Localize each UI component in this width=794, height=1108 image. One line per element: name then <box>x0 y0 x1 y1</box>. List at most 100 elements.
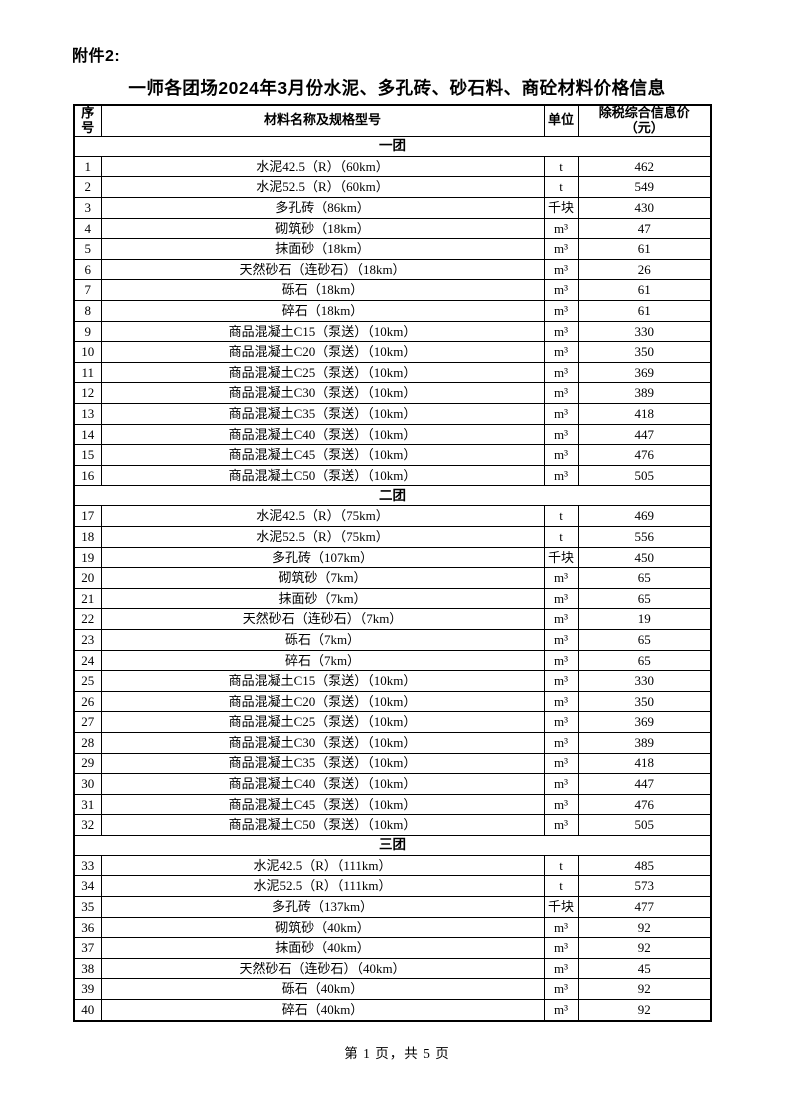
table-row: 24 碎石（7km） m³ 65 <box>73 649 712 672</box>
cell-price: 92 <box>577 999 712 1022</box>
cell-unit: t <box>543 854 579 877</box>
cell-price: 65 <box>577 628 712 651</box>
cell-price: 447 <box>577 423 712 446</box>
cell-material: 商品混凝土C15（泵送）（10km） <box>100 670 545 692</box>
table-row: 26 商品混凝土C20（泵送）（10km） m³ 350 <box>73 690 712 713</box>
cell-unit: m³ <box>543 916 579 939</box>
cell-price: 447 <box>577 773 712 795</box>
cell-price: 350 <box>577 341 712 363</box>
cell-unit: m³ <box>543 258 579 281</box>
cell-material: 商品混凝土C35（泵送）（10km） <box>100 752 545 775</box>
cell-unit: m³ <box>543 690 579 713</box>
cell-unit: m³ <box>543 628 579 651</box>
table-row: 38 天然砂石（连砂石）（40km） m³ 45 <box>73 957 712 980</box>
cell-material: 商品混凝土C45（泵送）（10km） <box>100 444 545 466</box>
cell-material: 商品混凝土C50（泵送）（10km） <box>100 464 545 487</box>
cell-price: 549 <box>577 176 712 199</box>
cell-material: 砾石（7km） <box>100 628 545 651</box>
cell-price: 389 <box>577 731 712 754</box>
section-row: 三团 <box>73 834 712 856</box>
table-row: 5 抹面砂（18km） m³ 61 <box>73 238 712 260</box>
table-row: 3 多孔砖（86km） 千块 430 <box>73 197 712 219</box>
cell-serial: 6 <box>73 258 102 281</box>
cell-price: 92 <box>577 916 712 939</box>
cell-serial: 11 <box>73 361 102 384</box>
col-header-price-line2: （元） <box>624 119 664 135</box>
cell-price: 330 <box>577 670 712 692</box>
section-title: 一团 <box>73 135 712 157</box>
table-row: 4 砌筑砂（18km） m³ 47 <box>73 217 712 240</box>
cell-price: 61 <box>577 238 712 260</box>
cell-serial: 33 <box>73 854 102 877</box>
cell-material: 水泥52.5（R）（60km） <box>100 176 545 199</box>
cell-serial: 19 <box>73 546 102 569</box>
cell-unit: t <box>543 176 579 199</box>
table-row: 27 商品混凝土C25（泵送）（10km） m³ 369 <box>73 711 712 733</box>
cell-unit: m³ <box>543 670 579 692</box>
cell-material: 砾石（40km） <box>100 978 545 1001</box>
section-row: 二团 <box>73 485 712 507</box>
cell-price: 418 <box>577 752 712 775</box>
attachment-label: 附件2: <box>72 48 121 65</box>
col-header-price-line1: 除税综合信息价 <box>598 105 690 120</box>
cell-price: 369 <box>577 361 712 384</box>
table-row: 28 商品混凝土C30（泵送）（10km） m³ 389 <box>73 731 712 754</box>
cell-material: 抹面砂（18km） <box>100 238 545 260</box>
cell-price: 47 <box>577 217 712 240</box>
cell-material: 砾石（18km） <box>100 279 545 302</box>
cell-serial: 23 <box>73 628 102 651</box>
cell-price: 61 <box>577 300 712 322</box>
cell-price: 505 <box>577 814 712 836</box>
col-header-price: 除税综合信息价 （元） <box>577 104 712 137</box>
cell-unit: 千块 <box>543 546 579 569</box>
table-row: 10 商品混凝土C20（泵送）（10km） m³ 350 <box>73 341 712 363</box>
cell-unit: m³ <box>543 423 579 446</box>
cell-serial: 24 <box>73 649 102 672</box>
cell-unit: m³ <box>543 341 579 363</box>
table-row: 36 砌筑砂（40km） m³ 92 <box>73 916 712 939</box>
price-table: 序号 材料名称及规格型号 单位 除税综合信息价 （元） 一团 1 水泥42.5（R）… <box>73 104 712 1022</box>
table-row: 32 商品混凝土C50（泵送）（10km） m³ 505 <box>73 814 712 836</box>
cell-material: 碎石（18km） <box>100 300 545 322</box>
cell-unit: m³ <box>543 279 579 302</box>
cell-serial: 17 <box>73 505 102 527</box>
cell-serial: 34 <box>73 875 102 898</box>
table-row: 9 商品混凝土C15（泵送）（10km） m³ 330 <box>73 320 712 343</box>
cell-price: 418 <box>577 403 712 425</box>
table-row: 33 水泥42.5（R）（111km） t 485 <box>73 854 712 877</box>
col-header-serial: 序号 <box>73 104 102 137</box>
cell-unit: m³ <box>543 937 579 959</box>
cell-serial: 4 <box>73 217 102 240</box>
cell-serial: 32 <box>73 814 102 836</box>
table-row: 22 天然砂石（连砂石）（7km） m³ 19 <box>73 608 712 630</box>
cell-material: 商品混凝土C40（泵送）（10km） <box>100 423 545 446</box>
cell-serial: 21 <box>73 587 102 610</box>
cell-serial: 9 <box>73 320 102 343</box>
cell-material: 商品混凝土C20（泵送）（10km） <box>100 341 545 363</box>
table-row: 18 水泥52.5（R）（75km） t 556 <box>73 525 712 548</box>
cell-material: 水泥52.5（R）（111km） <box>100 875 545 898</box>
cell-material: 多孔砖（86km） <box>100 197 545 219</box>
cell-unit: m³ <box>543 978 579 1001</box>
cell-serial: 40 <box>73 999 102 1022</box>
table-row: 35 多孔砖（137km） 千块 477 <box>73 896 712 918</box>
cell-unit: m³ <box>543 444 579 466</box>
table-row: 14 商品混凝土C40（泵送）（10km） m³ 447 <box>73 423 712 446</box>
cell-price: 65 <box>577 649 712 672</box>
cell-material: 商品混凝土C15（泵送）（10km） <box>100 320 545 343</box>
cell-serial: 7 <box>73 279 102 302</box>
table-row: 39 砾石（40km） m³ 92 <box>73 978 712 1001</box>
cell-price: 369 <box>577 711 712 733</box>
cell-serial: 39 <box>73 978 102 1001</box>
cell-unit: m³ <box>543 382 579 404</box>
cell-material: 水泥52.5（R）（75km） <box>100 525 545 548</box>
cell-material: 砌筑砂（18km） <box>100 217 545 240</box>
cell-serial: 13 <box>73 403 102 425</box>
cell-material: 多孔砖（137km） <box>100 896 545 918</box>
cell-price: 462 <box>577 155 712 178</box>
cell-material: 商品混凝土C25（泵送）（10km） <box>100 361 545 384</box>
cell-material: 水泥42.5（R）（111km） <box>100 854 545 877</box>
cell-material: 水泥42.5（R）（75km） <box>100 505 545 527</box>
cell-price: 430 <box>577 197 712 219</box>
cell-material: 砌筑砂（7km） <box>100 567 545 589</box>
